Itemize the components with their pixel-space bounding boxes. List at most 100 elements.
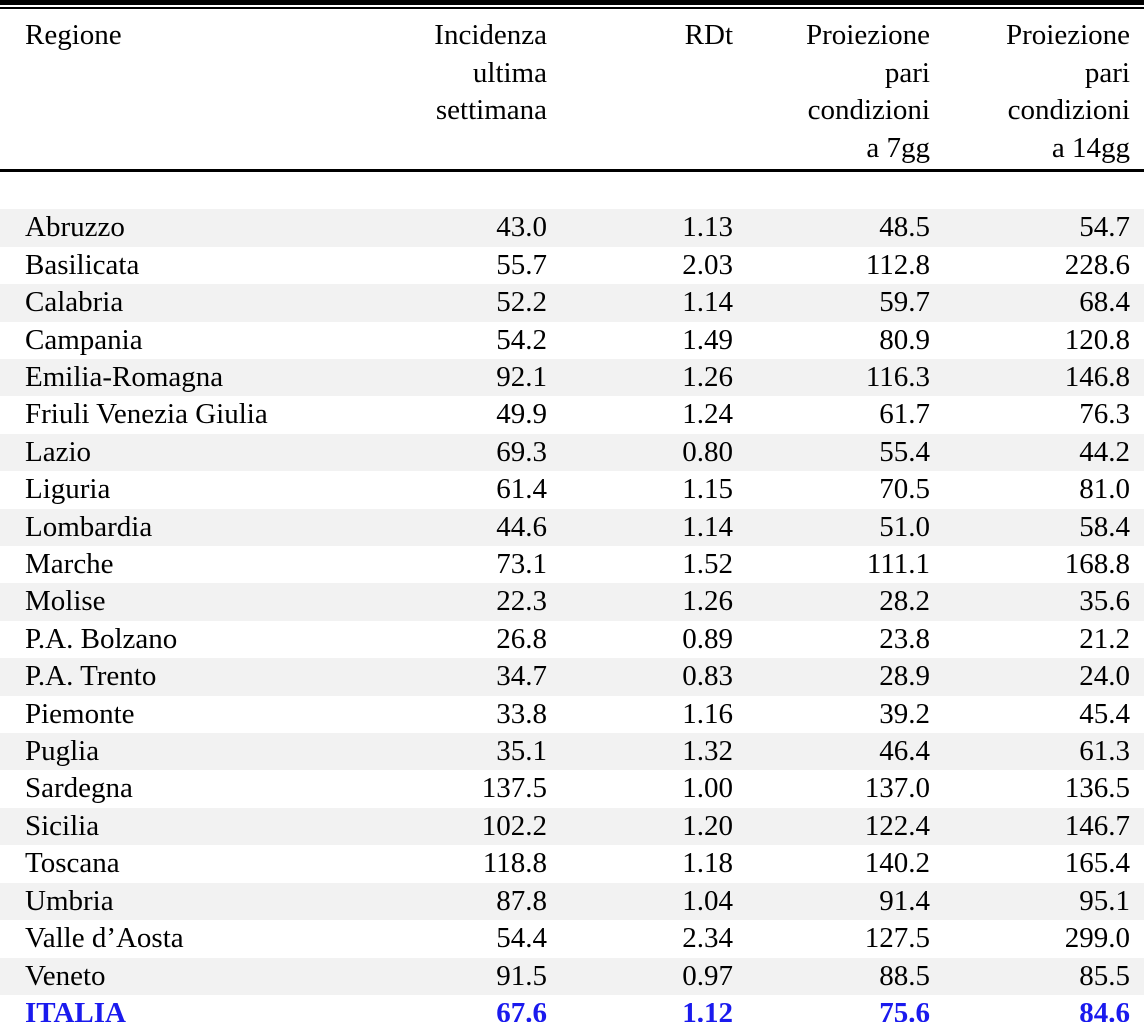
table-row: P.A. Bolzano 26.8 0.89 23.8 21.2 bbox=[0, 621, 1144, 658]
incidenza-cell: 35.1 bbox=[400, 733, 547, 771]
table-row: Puglia 35.1 1.32 46.4 61.3 bbox=[0, 733, 1144, 771]
rdt-cell: 1.16 bbox=[682, 697, 733, 730]
proiezione-14gg-cell: 24.0 bbox=[930, 658, 1144, 696]
incidenza-cell: 26.8 bbox=[496, 622, 547, 655]
table-row: Marche 73.1 1.52 111.1 168.8 bbox=[0, 546, 1144, 583]
region-cell: Toscana bbox=[25, 847, 120, 880]
header-gap bbox=[0, 171, 1144, 210]
proiezione-14gg-cell: 146.7 bbox=[930, 807, 1144, 846]
rdt-cell: 0.97 bbox=[547, 957, 733, 995]
proiezione-14gg-cell: 85.5 bbox=[930, 957, 1144, 995]
proiezione-7gg-cell: 70.5 bbox=[879, 473, 930, 506]
region-rows: Abruzzo 43.0 1.13 48.5 54.7 Basilicata 5… bbox=[0, 209, 1144, 995]
rdt-cell: 1.52 bbox=[682, 548, 733, 581]
rdt-cell: 1.14 bbox=[547, 284, 733, 322]
proiezione-7gg-cell: 91.4 bbox=[733, 882, 930, 921]
rdt-cell: 1.32 bbox=[547, 733, 733, 771]
proiezione-7gg-cell: 39.2 bbox=[879, 697, 930, 730]
region-cell: Friuli Venezia Giulia bbox=[25, 398, 268, 431]
proiezione-7gg-cell: 48.5 bbox=[733, 209, 930, 247]
region-cell: Liguria bbox=[25, 473, 111, 506]
proiezione-14gg-cell: 136.5 bbox=[1064, 772, 1130, 805]
proiezione-7gg-cell: 127.5 bbox=[864, 922, 930, 955]
incidenza-cell: 67.6 bbox=[496, 996, 547, 1022]
incidenza-cell: 54.4 bbox=[496, 922, 547, 955]
incidenza-cell: 118.8 bbox=[482, 847, 547, 880]
proiezione-14gg-cell: 165.4 bbox=[1064, 847, 1130, 880]
region-cell: Veneto bbox=[0, 957, 400, 995]
table-row: Sardegna 137.5 1.00 137.0 136.5 bbox=[0, 770, 1144, 807]
table-row: Piemonte 33.8 1.16 39.2 45.4 bbox=[0, 696, 1144, 733]
proiezione-14gg-cell: 299.0 bbox=[1064, 922, 1130, 955]
top-rule bbox=[0, 0, 1144, 9]
proiezione-14gg-cell: 76.3 bbox=[1079, 398, 1130, 431]
proiezione-7gg-cell: 75.6 bbox=[879, 996, 930, 1022]
proiezione-7gg-cell: 23.8 bbox=[879, 622, 930, 655]
regional-incidence-table: Regione Incidenza ultima settimana RDt P… bbox=[0, 9, 1144, 1022]
col-header-rdt: RDt bbox=[547, 9, 733, 172]
proiezione-7gg-cell: 28.2 bbox=[733, 583, 930, 621]
col-header-proiezione-14gg: Proiezione pari condizioni a 14gg bbox=[930, 9, 1144, 172]
rdt-cell: 1.20 bbox=[547, 807, 733, 846]
rdt-cell: 1.24 bbox=[682, 398, 733, 431]
proiezione-7gg-cell: 122.4 bbox=[733, 807, 930, 846]
proiezione-7gg-cell: 112.8 bbox=[865, 248, 930, 281]
proiezione-14gg-cell: 146.8 bbox=[930, 359, 1144, 397]
proiezione-7gg-cell: 51.0 bbox=[733, 508, 930, 547]
region-cell: Campania bbox=[25, 323, 143, 356]
region-cell: Marche bbox=[25, 548, 114, 581]
proiezione-7gg-cell: 111.1 bbox=[866, 548, 930, 581]
rdt-cell: 2.34 bbox=[682, 922, 733, 955]
table-row: Veneto 91.5 0.97 88.5 85.5 bbox=[0, 957, 1144, 995]
incidenza-cell: 87.8 bbox=[400, 882, 547, 921]
table-row: Abruzzo 43.0 1.13 48.5 54.7 bbox=[0, 209, 1144, 247]
incidenza-cell: 92.1 bbox=[400, 359, 547, 397]
region-cell: P.A. Trento bbox=[0, 658, 400, 696]
incidenza-cell: 33.8 bbox=[496, 697, 547, 730]
rdt-cell: 1.18 bbox=[682, 847, 733, 880]
region-cell: Lazio bbox=[0, 433, 400, 472]
rdt-cell: 1.13 bbox=[547, 209, 733, 247]
total-section: ITALIA 67.6 1.12 75.6 84.6 bbox=[0, 995, 1144, 1022]
rdt-cell: 0.83 bbox=[547, 658, 733, 696]
table-row: Lombardia 44.6 1.14 51.0 58.4 bbox=[0, 508, 1144, 547]
proiezione-7gg-cell: 88.5 bbox=[733, 957, 930, 995]
proiezione-14gg-cell: 44.2 bbox=[930, 433, 1144, 472]
region-cell: Sicilia bbox=[0, 807, 400, 846]
proiezione-7gg-cell: 116.3 bbox=[733, 359, 930, 397]
region-cell: Lombardia bbox=[0, 508, 400, 547]
proiezione-14gg-cell: 35.6 bbox=[930, 583, 1144, 621]
table-row: Friuli Venezia Giulia 49.9 1.24 61.7 76.… bbox=[0, 396, 1144, 433]
rdt-cell: 1.14 bbox=[547, 508, 733, 547]
table-row: Valle d’Aosta 54.4 2.34 127.5 299.0 bbox=[0, 920, 1144, 957]
proiezione-7gg-cell: 61.7 bbox=[879, 398, 930, 431]
rdt-cell: 0.80 bbox=[547, 433, 733, 472]
proiezione-7gg-cell: 46.4 bbox=[733, 733, 930, 771]
region-cell: Umbria bbox=[0, 882, 400, 921]
region-cell: P.A. Bolzano bbox=[25, 622, 178, 655]
proiezione-14gg-cell: 120.8 bbox=[1064, 323, 1130, 356]
region-cell: Piemonte bbox=[25, 697, 135, 730]
table-row: Molise 22.3 1.26 28.2 35.6 bbox=[0, 583, 1144, 621]
proiezione-7gg-cell: 28.9 bbox=[733, 658, 930, 696]
region-cell: Emilia-Romagna bbox=[0, 359, 400, 397]
region-cell: Calabria bbox=[0, 284, 400, 322]
region-cell: Puglia bbox=[0, 733, 400, 771]
incidenza-cell: 44.6 bbox=[400, 508, 547, 547]
proiezione-7gg-cell: 140.2 bbox=[864, 847, 930, 880]
incidenza-cell: 137.5 bbox=[481, 772, 547, 805]
incidenza-cell: 52.2 bbox=[400, 284, 547, 322]
table-row: Campania 54.2 1.49 80.9 120.8 bbox=[0, 322, 1144, 359]
incidenza-cell: 34.7 bbox=[400, 658, 547, 696]
region-cell: Abruzzo bbox=[0, 209, 400, 247]
table-row: Umbria 87.8 1.04 91.4 95.1 bbox=[0, 882, 1144, 921]
incidenza-cell: 73.1 bbox=[496, 548, 547, 581]
header-row: Regione Incidenza ultima settimana RDt P… bbox=[0, 9, 1144, 172]
region-cell: Basilicata bbox=[25, 248, 140, 281]
table-row-italia: ITALIA 67.6 1.12 75.6 84.6 bbox=[0, 995, 1144, 1022]
proiezione-14gg-cell: 84.6 bbox=[1079, 996, 1130, 1022]
rdt-cell: 2.03 bbox=[682, 248, 733, 281]
proiezione-7gg-cell: 80.9 bbox=[879, 323, 930, 356]
table-row: Toscana 118.8 1.18 140.2 165.4 bbox=[0, 845, 1144, 882]
incidenza-cell: 43.0 bbox=[400, 209, 547, 247]
